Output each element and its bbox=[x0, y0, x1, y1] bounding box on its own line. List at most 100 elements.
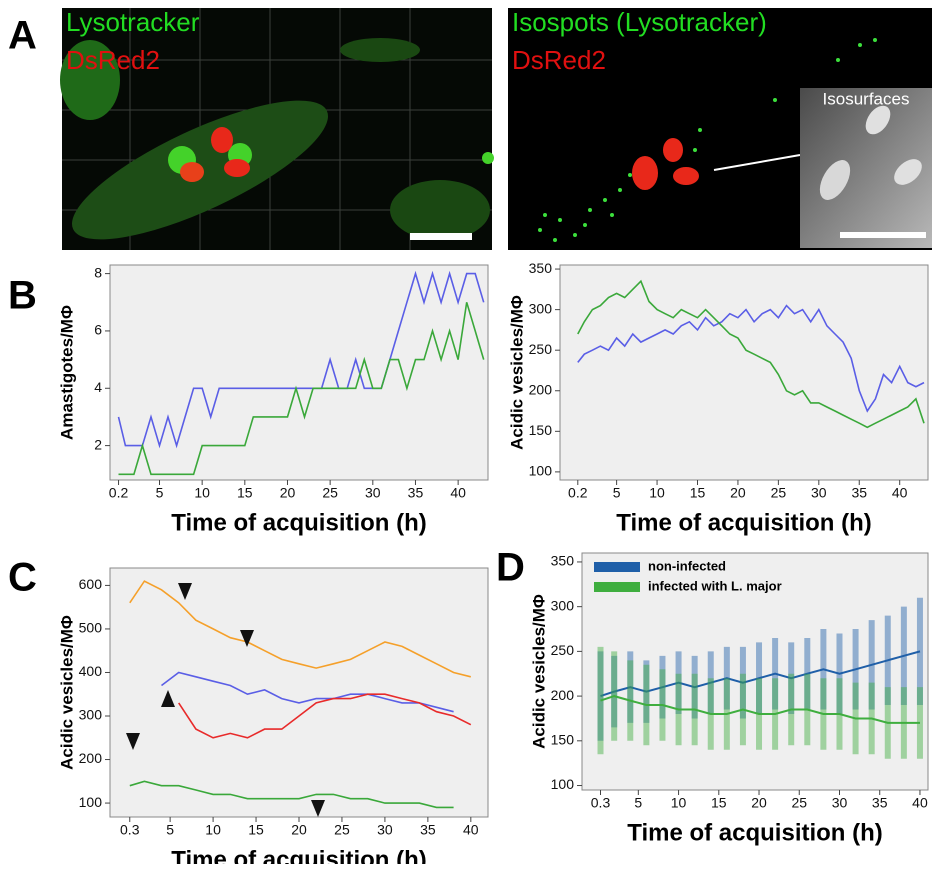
panel-letter: A bbox=[8, 14, 37, 58]
isosurface bbox=[819, 160, 851, 200]
cells bbox=[60, 38, 494, 240]
series-line bbox=[600, 695, 920, 724]
y-tick-label: 6 bbox=[94, 322, 102, 338]
x-tick-label: 20 bbox=[291, 822, 307, 838]
x-tick-label: 40 bbox=[463, 822, 479, 838]
series-line bbox=[600, 650, 921, 698]
y-tick-label: 100 bbox=[551, 776, 575, 792]
y-tick-label: 150 bbox=[551, 732, 575, 748]
y-tick-label: 500 bbox=[79, 620, 103, 636]
x-tick-label: 20 bbox=[751, 795, 767, 811]
y-axis-label: Acidic vesicles/MΦ bbox=[529, 594, 548, 749]
series-line bbox=[129, 580, 471, 678]
x-tick-label: 40 bbox=[912, 795, 928, 811]
x-tick-label: 40 bbox=[892, 485, 908, 501]
parasite bbox=[632, 156, 658, 190]
y-axis-label: Acidic vesicles/MΦ bbox=[57, 615, 76, 770]
series-line bbox=[577, 279, 925, 429]
x-tick-label: 35 bbox=[408, 485, 424, 501]
y-tick-label: 400 bbox=[79, 663, 103, 679]
x-axis-label: Time of acquisition (h) bbox=[171, 509, 427, 536]
x-tick-label: 15 bbox=[690, 485, 706, 501]
y-tick-label: 300 bbox=[79, 707, 103, 723]
x-tick-label: 30 bbox=[832, 795, 848, 811]
x-axis-label: Time of acquisition (h) bbox=[171, 846, 427, 864]
y-axis-label: Acidic vesicles/MΦ bbox=[507, 295, 526, 450]
series-line bbox=[118, 302, 485, 476]
series-line bbox=[117, 270, 485, 449]
x-tick-label: 30 bbox=[377, 822, 393, 838]
image-label: DsRed2 bbox=[512, 45, 606, 75]
series-line bbox=[129, 780, 454, 809]
x-tick-label: 5 bbox=[166, 822, 174, 838]
x-tick-label: 25 bbox=[334, 822, 350, 838]
y-tick-label: 2 bbox=[94, 436, 102, 452]
x-tick-label: 15 bbox=[711, 795, 727, 811]
series-line bbox=[178, 693, 472, 739]
x-tick-label: 0.2 bbox=[568, 485, 588, 501]
x-tick-label: 5 bbox=[156, 485, 164, 501]
isosurface bbox=[865, 105, 891, 135]
scale-bar bbox=[410, 233, 472, 240]
parasite bbox=[663, 138, 683, 162]
legend-label: non-infected bbox=[648, 558, 726, 573]
y-tick-label: 350 bbox=[529, 260, 553, 276]
x-tick-label: 10 bbox=[205, 822, 221, 838]
x-axis-label: Time of acquisition (h) bbox=[616, 509, 872, 536]
y-tick-label: 100 bbox=[529, 463, 553, 479]
series-line bbox=[577, 304, 925, 413]
image-label: Lysotracker bbox=[66, 7, 200, 37]
y-tick-label: 4 bbox=[94, 379, 102, 395]
plot-area bbox=[581, 552, 929, 791]
image-label: Isospots (Lysotracker) bbox=[512, 7, 767, 37]
x-tick-label: 35 bbox=[420, 822, 436, 838]
x-tick-label: 25 bbox=[791, 795, 807, 811]
y-tick-label: 300 bbox=[529, 300, 553, 316]
x-tick-label: 35 bbox=[872, 795, 888, 811]
x-tick-label: 5 bbox=[613, 485, 621, 501]
scale-bar bbox=[840, 232, 926, 238]
x-tick-label: 10 bbox=[649, 485, 665, 501]
x-tick-label: 0.3 bbox=[591, 795, 611, 811]
isospots bbox=[538, 38, 877, 242]
x-tick-label: 10 bbox=[194, 485, 210, 501]
legend-swatch bbox=[594, 562, 640, 572]
arrowheads bbox=[126, 583, 325, 817]
y-tick-label: 8 bbox=[94, 264, 102, 280]
legend-label: infected with L. major bbox=[648, 578, 782, 593]
x-tick-label: 0.2 bbox=[109, 485, 129, 501]
plot-area bbox=[109, 567, 489, 818]
y-tick-label: 200 bbox=[551, 687, 575, 703]
image-label: DsRed2 bbox=[66, 45, 160, 75]
y-tick-label: 100 bbox=[79, 794, 103, 810]
legend-swatch bbox=[594, 582, 640, 592]
plot-area bbox=[109, 264, 489, 481]
isosurface bbox=[894, 159, 922, 185]
panel-letter: C bbox=[8, 556, 37, 600]
charts: 2 4 6 8 0.2 5 10 15 20 25 30 35 40 Time of acquisitio… bbox=[57, 260, 929, 869]
x-tick-label: 15 bbox=[237, 485, 253, 501]
inset-label: Isosurfaces bbox=[823, 89, 910, 108]
x-tick-label: 20 bbox=[730, 485, 746, 501]
x-tick-label: 30 bbox=[365, 485, 381, 501]
y-tick-label: 200 bbox=[79, 750, 103, 766]
parasite bbox=[673, 167, 699, 185]
x-tick-label: 20 bbox=[280, 485, 296, 501]
x-axis-label: Time of acquisition (h) bbox=[627, 819, 883, 846]
panel-letter: B bbox=[8, 274, 37, 318]
x-tick-label: 40 bbox=[450, 485, 466, 501]
y-tick-label: 150 bbox=[529, 422, 553, 438]
x-tick-label: 0.3 bbox=[120, 822, 140, 838]
y-tick-label: 250 bbox=[551, 642, 575, 658]
y-tick-label: 600 bbox=[79, 576, 103, 592]
plot-area bbox=[559, 264, 929, 481]
y-tick-label: 250 bbox=[529, 341, 553, 357]
x-tick-label: 30 bbox=[811, 485, 827, 501]
x-tick-label: 10 bbox=[671, 795, 687, 811]
y-axis-label: Amastigotes/MΦ bbox=[57, 305, 76, 440]
x-tick-label: 15 bbox=[248, 822, 264, 838]
y-tick-label: 350 bbox=[551, 553, 575, 569]
x-tick-label: 25 bbox=[771, 485, 787, 501]
x-tick-label: 5 bbox=[634, 795, 642, 811]
